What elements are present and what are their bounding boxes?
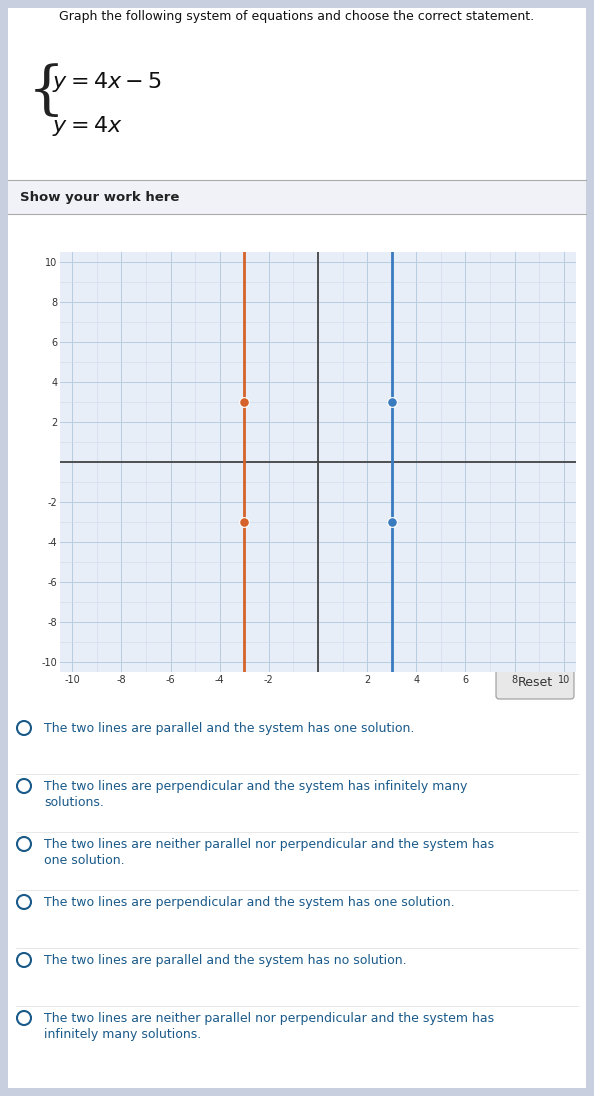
Text: Show your work here: Show your work here <box>20 191 179 204</box>
Text: The two lines are perpendicular and the system has one solution.: The two lines are perpendicular and the … <box>44 897 454 909</box>
Text: Graph the following system of equations and choose the correct statement.: Graph the following system of equations … <box>59 10 535 23</box>
Text: The two lines are neither parallel nor perpendicular and the system has: The two lines are neither parallel nor p… <box>44 838 494 850</box>
FancyBboxPatch shape <box>496 667 574 699</box>
Text: The two lines are parallel and the system has one solution.: The two lines are parallel and the syste… <box>44 722 415 735</box>
Text: The two lines are parallel and the system has no solution.: The two lines are parallel and the syste… <box>44 954 407 967</box>
Bar <box>8 180 586 214</box>
Text: Reset: Reset <box>517 676 552 689</box>
Text: infinitely many solutions.: infinitely many solutions. <box>44 1028 201 1041</box>
Text: one solution.: one solution. <box>44 854 125 867</box>
Text: $y = 4x - 5$: $y = 4x - 5$ <box>52 70 162 94</box>
Text: {: { <box>28 64 65 119</box>
Text: $y = 4x$: $y = 4x$ <box>52 114 122 138</box>
Text: The two lines are neither parallel nor perpendicular and the system has: The two lines are neither parallel nor p… <box>44 1012 494 1025</box>
Text: solutions.: solutions. <box>44 796 104 809</box>
Text: The two lines are perpendicular and the system has infinitely many: The two lines are perpendicular and the … <box>44 780 467 794</box>
